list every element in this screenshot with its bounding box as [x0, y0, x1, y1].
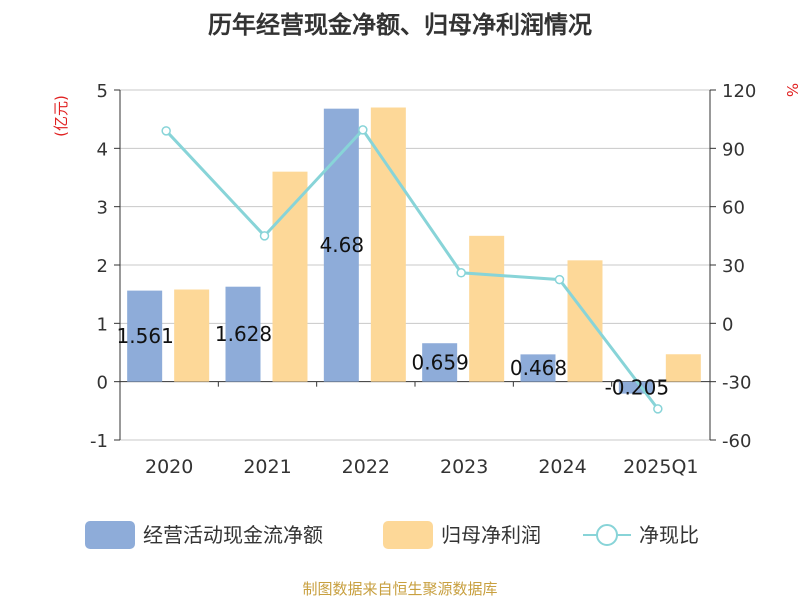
ratio-point	[259, 231, 270, 241]
category-label: 2025Q1	[623, 456, 698, 478]
right-tick-label: 90	[722, 139, 745, 160]
bar-net-profit	[272, 171, 308, 382]
legend-label: 归母净利润	[441, 523, 541, 547]
ratio-point	[161, 126, 171, 136]
left-tick-label: 3	[97, 198, 108, 219]
bar-operating-cash-flow	[422, 343, 458, 382]
data-labels: 1.561 1.628 4.68 0.659 0.468 -0.205	[117, 233, 670, 399]
bar-net-profit	[665, 354, 701, 382]
left-tick-label: 0	[97, 373, 108, 394]
bar-net-profit	[567, 260, 603, 382]
legend-label: 净现比	[639, 523, 699, 547]
left-tick-label: 4	[97, 139, 108, 160]
bar-net-profit	[370, 107, 406, 382]
left-tick-label: 1	[97, 314, 108, 335]
ratio-point	[653, 404, 663, 414]
right-tick-label: 60	[722, 198, 745, 219]
category-label: 2020	[145, 456, 193, 478]
data-label: 4.68	[320, 233, 365, 257]
bar-operating-cash-flow	[225, 286, 261, 382]
ratio-line	[161, 125, 663, 414]
bar-net-profit	[469, 235, 505, 382]
ratio-point	[456, 268, 466, 278]
right-tick-label: 120	[722, 81, 756, 102]
legend-swatch-ratio-marker	[596, 524, 618, 546]
right-tick-label: 30	[722, 256, 745, 277]
legend-swatch-cash-flow	[85, 521, 135, 549]
right-tick-label: 0	[722, 314, 733, 335]
ratio-line-path	[165, 127, 660, 410]
bar-operating-cash-flow	[618, 381, 654, 394]
bar-net-profit	[174, 289, 210, 382]
bar-operating-cash-flow	[520, 354, 556, 382]
data-label: -0.205	[605, 376, 669, 400]
legend-label: 经营活动现金流净额	[143, 523, 323, 547]
left-tick-label: 5	[97, 81, 108, 102]
category-label: 2024	[538, 456, 586, 478]
data-label: 1.628	[215, 322, 272, 346]
left-axis-unit: (亿元)	[52, 95, 70, 137]
axes: -1 0 1 2 3 4 5 -60 -30 0 30 60 90 120 2020 2021 2022 2023…	[90, 81, 756, 478]
left-tick-label: -1	[90, 431, 108, 452]
bars	[127, 107, 701, 394]
ratio-point	[554, 274, 565, 285]
right-tick-label: -60	[722, 431, 751, 452]
data-label: 0.468	[510, 356, 567, 380]
category-label: 2023	[440, 456, 488, 478]
right-axis-unit: %	[783, 83, 800, 97]
legend-swatch-net-profit	[383, 521, 433, 549]
gridlines	[120, 89, 710, 441]
category-label: 2022	[342, 456, 390, 478]
data-label: 0.659	[412, 350, 469, 374]
data-label: 1.561	[117, 324, 174, 348]
legend: 经营活动现金流净额 归母净利润 净现比	[85, 521, 699, 549]
chart-title: 历年经营现金净额、归母净利润情况	[208, 11, 592, 39]
left-tick-label: 2	[97, 256, 108, 277]
source-note: 制图数据来自恒生聚源数据库	[302, 580, 497, 598]
right-tick-label: -30	[722, 373, 751, 394]
category-label: 2021	[243, 456, 291, 478]
ratio-point	[358, 125, 368, 135]
bar-operating-cash-flow	[127, 290, 163, 382]
